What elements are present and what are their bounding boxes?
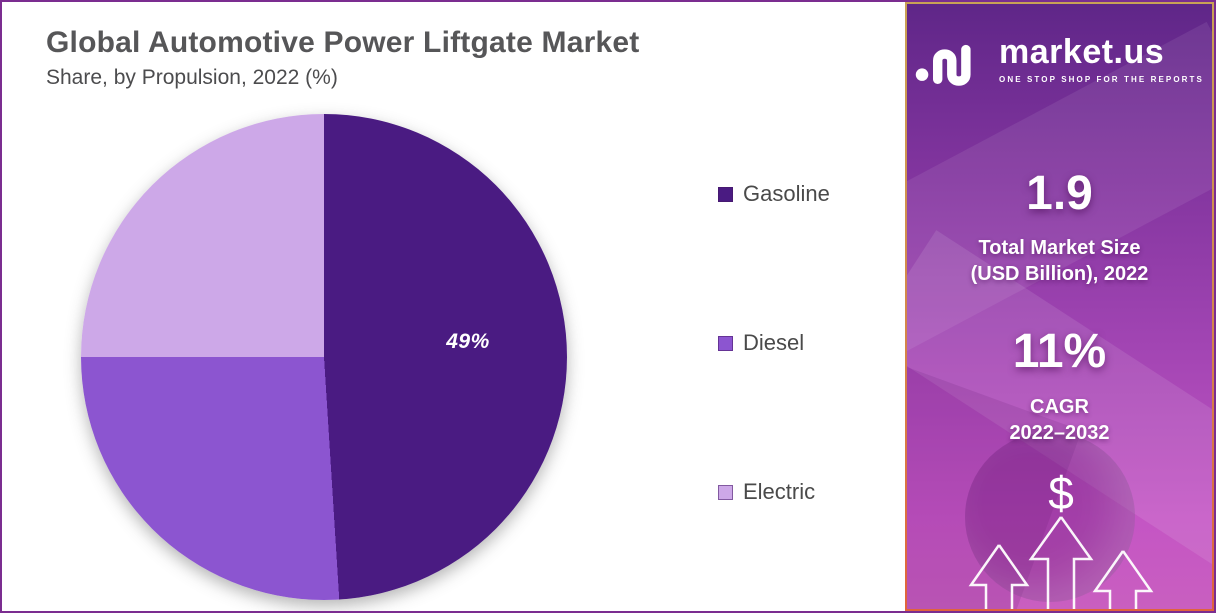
marketus-logo-icon: [915, 44, 971, 86]
legend-swatch-gasoline-icon: [718, 186, 733, 202]
brand-text: market.us ONE STOP SHOP FOR THE REPORTS: [999, 35, 1204, 84]
stat-cagr-value: 11%: [1012, 325, 1107, 378]
stat-market-size-label-line2: (USD Billion), 2022: [970, 263, 1149, 286]
stat-market-size-label: Total Market Size (USD Billion), 2022: [907, 235, 1212, 288]
legend-label-electric: Electric: [743, 479, 816, 504]
up-arrow-icon: [1092, 550, 1154, 609]
legend-item-electric: Electric: [718, 478, 830, 506]
legend-item-diesel: Diesel: [718, 329, 830, 357]
up-arrow-icon: [1028, 516, 1094, 609]
pie-chart: [81, 114, 567, 600]
chart-legend: Gasoline Diesel Electric: [718, 180, 830, 506]
chart-area: Global Automotive Power Liftgate Market …: [2, 2, 905, 611]
legend-swatch-diesel-icon: [718, 335, 733, 351]
legend-item-gasoline: Gasoline: [718, 180, 830, 208]
stat-cagr-label-line1: CAGR: [1030, 396, 1089, 418]
stat-cagr-label-line2: 2022–2032: [1009, 422, 1110, 445]
legend-label-diesel: Diesel: [743, 330, 805, 355]
stat-market-size-label-line1: Total Market Size: [978, 237, 1141, 259]
chart-title: Global Automotive Power Liftgate Market: [46, 26, 640, 59]
brand-name: market.us: [999, 32, 1165, 71]
stat-market-size-value: 1.9: [1026, 167, 1093, 220]
growth-graphic: $: [907, 449, 1212, 609]
brand-lockup: market.us ONE STOP SHOP FOR THE REPORTS: [907, 30, 1212, 88]
growth-arrows-icon: $: [968, 467, 1154, 609]
sidebar-background: market.us ONE STOP SHOP FOR THE REPORTS …: [907, 4, 1212, 609]
brand-tagline: ONE STOP SHOP FOR THE REPORTS: [999, 74, 1204, 84]
stat-cagr-label: CAGR 2022–2032: [907, 394, 1212, 447]
up-arrow-icon: [968, 544, 1030, 609]
dollar-icon: $: [1048, 467, 1074, 519]
pie-data-label-gasoline: 49%: [446, 330, 490, 353]
chart-subtitle: Share, by Propulsion, 2022 (%): [46, 66, 338, 89]
sidebar: market.us ONE STOP SHOP FOR THE REPORTS …: [905, 2, 1214, 611]
legend-label-gasoline: Gasoline: [743, 181, 830, 206]
legend-swatch-electric-icon: [718, 484, 733, 500]
